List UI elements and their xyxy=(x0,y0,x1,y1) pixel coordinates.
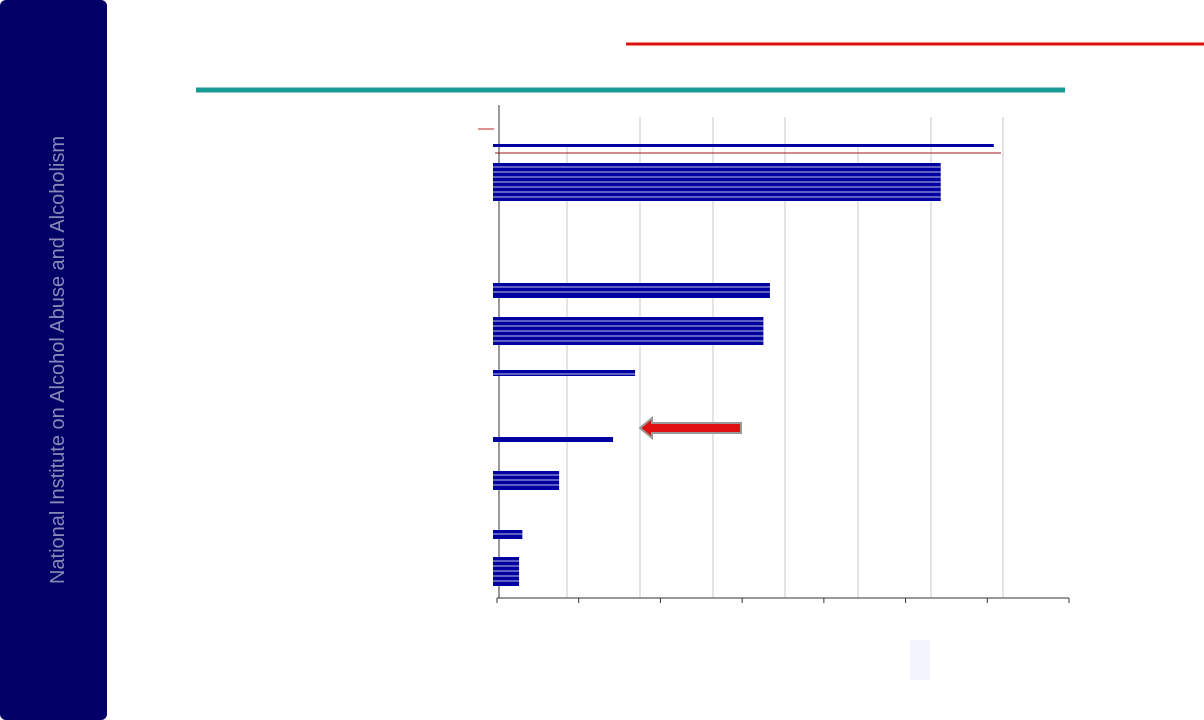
sidebar-text: National Institute on Alcohol Abuse and … xyxy=(47,136,69,584)
arrow xyxy=(638,415,742,441)
bar xyxy=(493,471,560,490)
sidebar xyxy=(0,0,107,720)
bar xyxy=(493,437,614,442)
bar xyxy=(493,144,994,147)
faint-box xyxy=(910,640,930,680)
bar xyxy=(493,530,523,539)
bar xyxy=(493,370,636,376)
bar xyxy=(493,283,770,298)
